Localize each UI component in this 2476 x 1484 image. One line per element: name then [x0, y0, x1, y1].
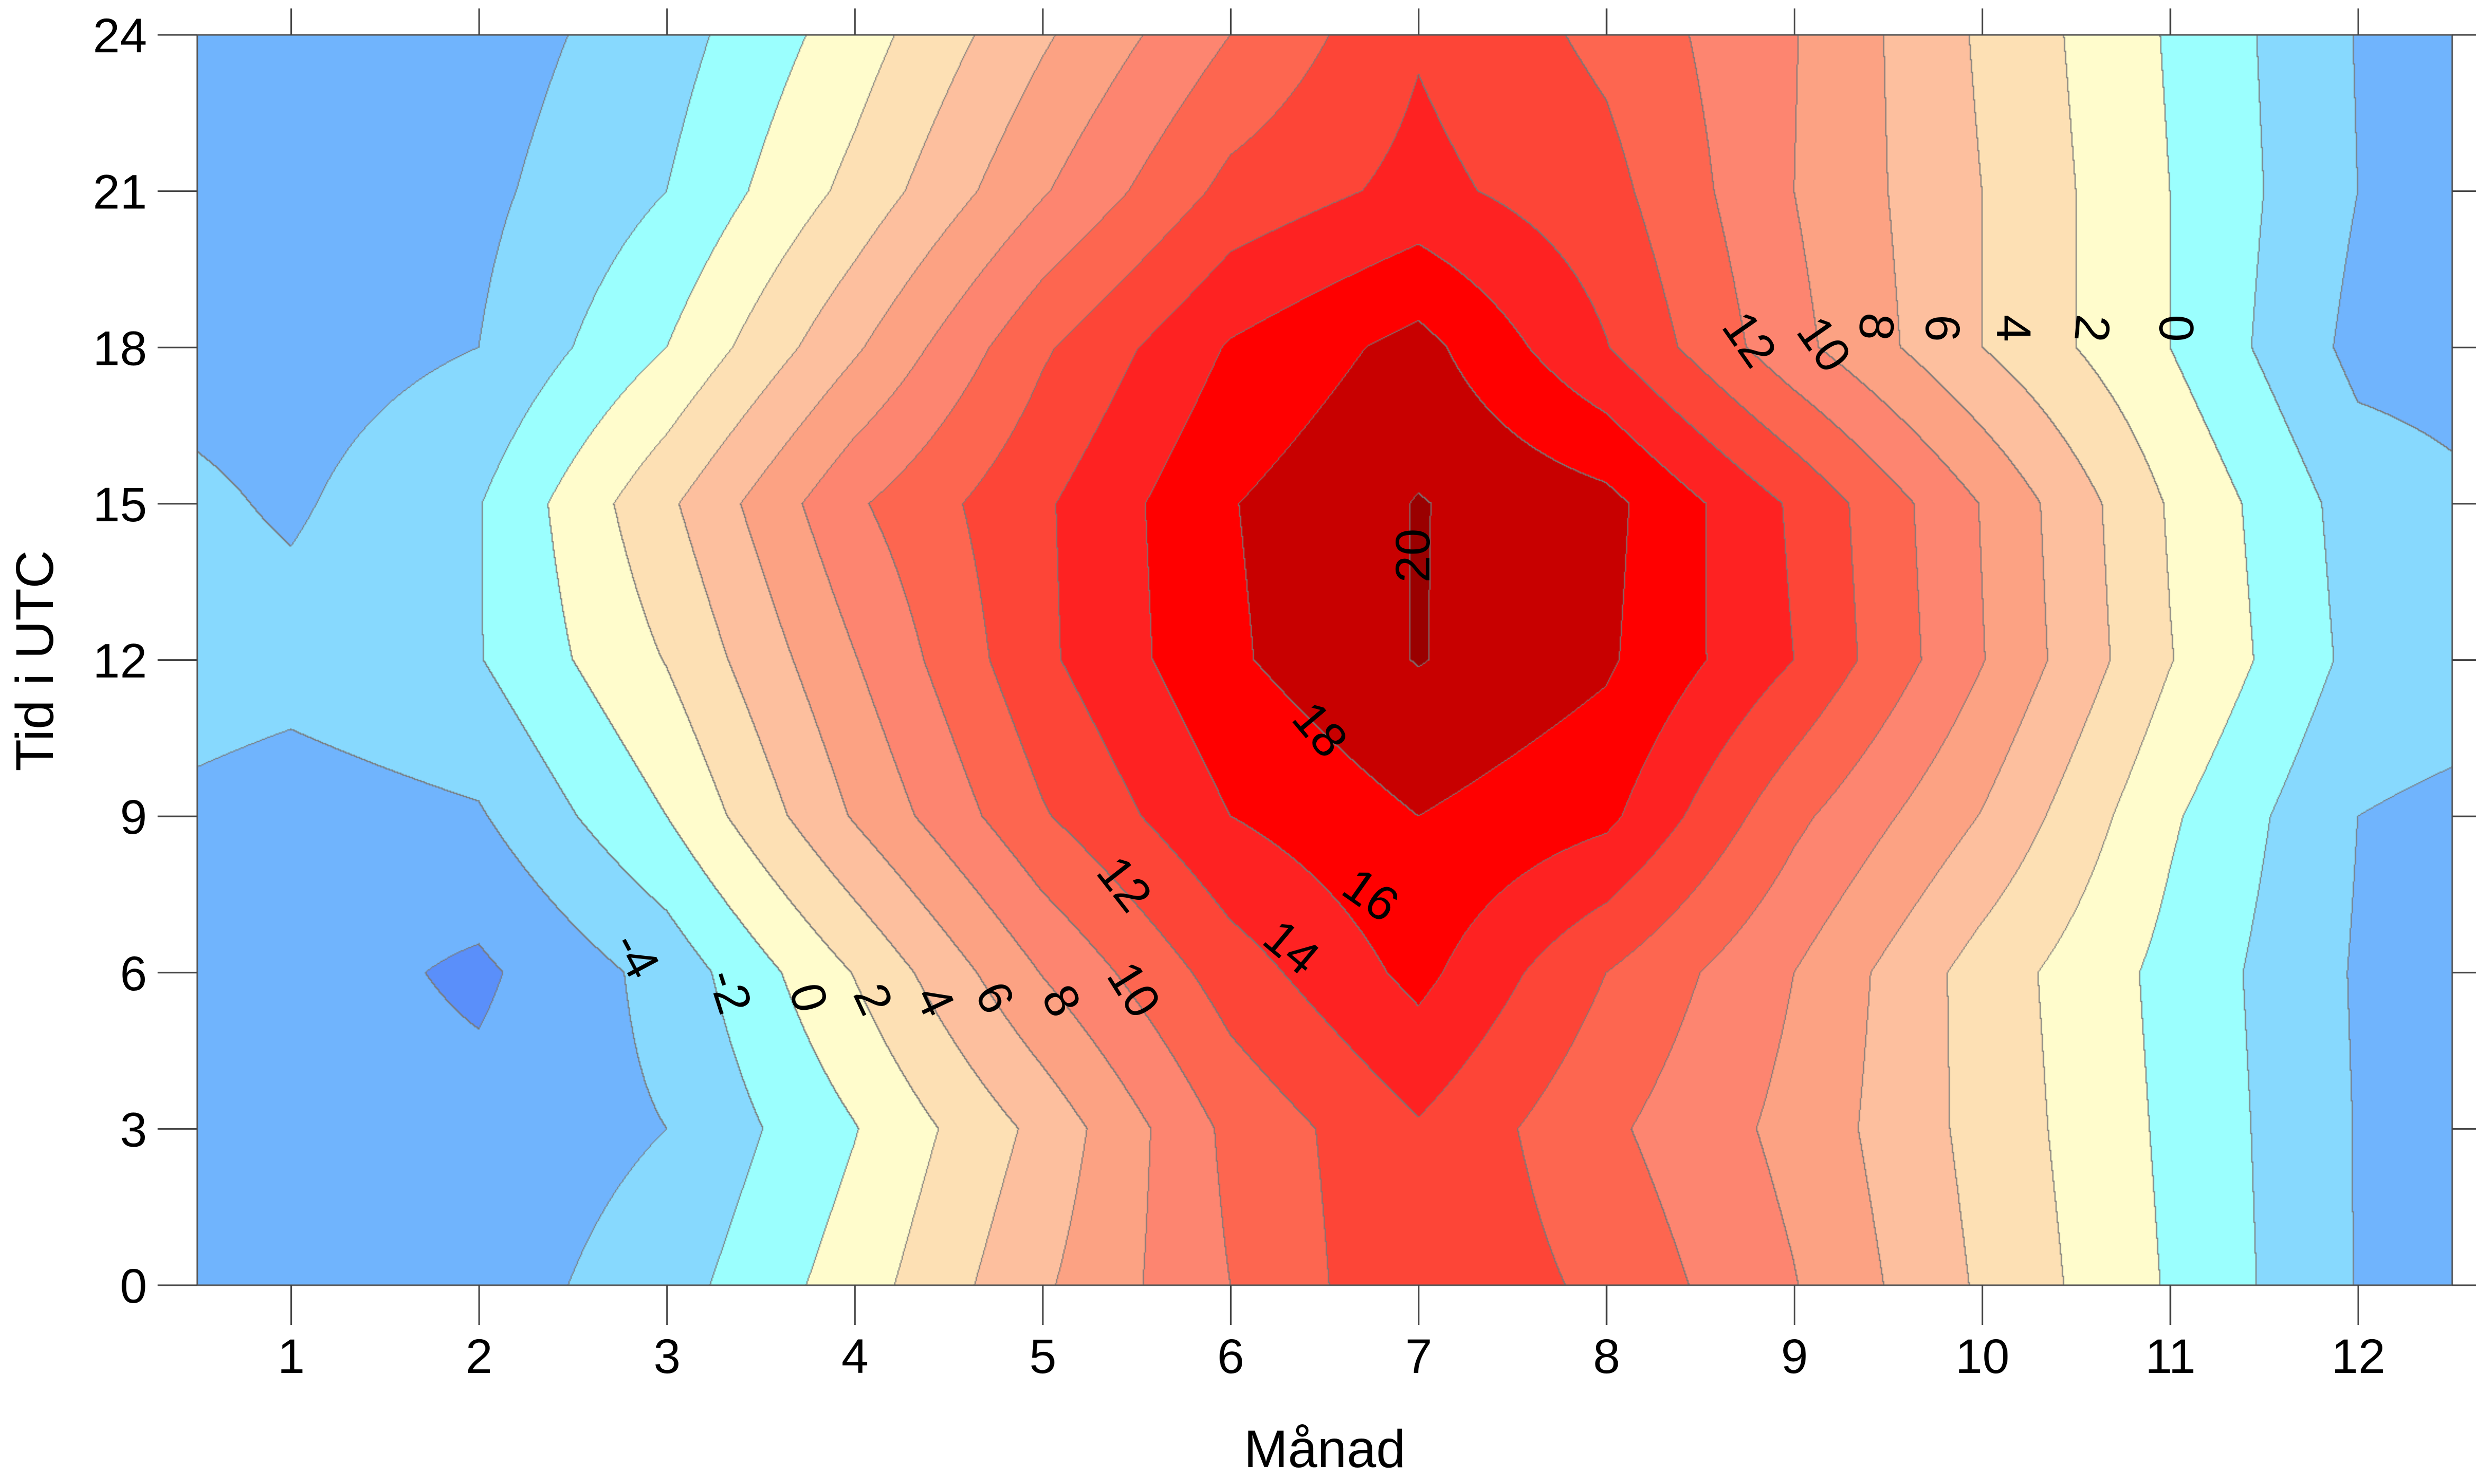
contour-label: -2 — [698, 962, 762, 1020]
x-tick-label: 10 — [1955, 1330, 2009, 1384]
contour-label: 6 — [965, 973, 1025, 1022]
x-tick-label: 6 — [1217, 1330, 1244, 1384]
x-tick-label: 2 — [465, 1330, 492, 1384]
y-tick-label: 18 — [93, 321, 147, 375]
x-tick-label: 9 — [1781, 1330, 1808, 1384]
y-tick-label: 21 — [93, 165, 147, 219]
contour-label: 14 — [1253, 909, 1329, 985]
contour-label: 20 — [1386, 529, 1440, 583]
axes — [196, 34, 2453, 1286]
plot-frame — [196, 34, 2453, 1286]
x-tick-label: 1 — [278, 1330, 305, 1384]
contour-label: 2 — [843, 975, 903, 1022]
x-tick-label: 5 — [1029, 1330, 1056, 1384]
contour-label: 8 — [1031, 976, 1092, 1025]
contour-label: 18 — [1282, 692, 1358, 768]
y-tick-label: 9 — [120, 790, 147, 844]
contour-label: 6 — [1915, 315, 1969, 342]
contour-fill — [197, 35, 2452, 1285]
contour-label: 12 — [1086, 846, 1162, 921]
x-tick-label: 3 — [654, 1330, 681, 1384]
contour-label: 4 — [1986, 315, 2040, 342]
contour-label: 16 — [1333, 858, 1408, 933]
x-axis: 1 2 3 4 5 6 7 8 9 10 11 12 — [278, 8, 2386, 1384]
contour-label: 8 — [1848, 311, 1904, 343]
y-tick-label: 15 — [93, 478, 147, 532]
y-tick-label: 24 — [93, 9, 147, 63]
x-tick-label: 12 — [2331, 1330, 2385, 1384]
x-tick-label: 7 — [1405, 1330, 1432, 1384]
x-tick-label: 11 — [2145, 1330, 2196, 1384]
y-tick-label: 3 — [120, 1103, 147, 1157]
contour-label: 4 — [905, 977, 965, 1024]
contour-label: 2 — [2064, 312, 2120, 344]
contour-label: 10 — [1097, 953, 1171, 1027]
x-tick-label: 8 — [1593, 1330, 1620, 1384]
x-tick-label: 4 — [841, 1330, 868, 1384]
y-tick-label: 12 — [93, 634, 147, 688]
y-tick-label: 0 — [120, 1259, 147, 1313]
contour-label: 0 — [2149, 315, 2203, 342]
y-tick-label: 6 — [120, 947, 147, 1001]
contour-label: -4 — [602, 924, 670, 987]
contour-label: 0 — [779, 978, 838, 1018]
contour-label: 12 — [1712, 302, 1787, 377]
y-axis-title: Tid i UTC — [5, 550, 65, 772]
x-axis-title: Månad — [1244, 1420, 1406, 1479]
